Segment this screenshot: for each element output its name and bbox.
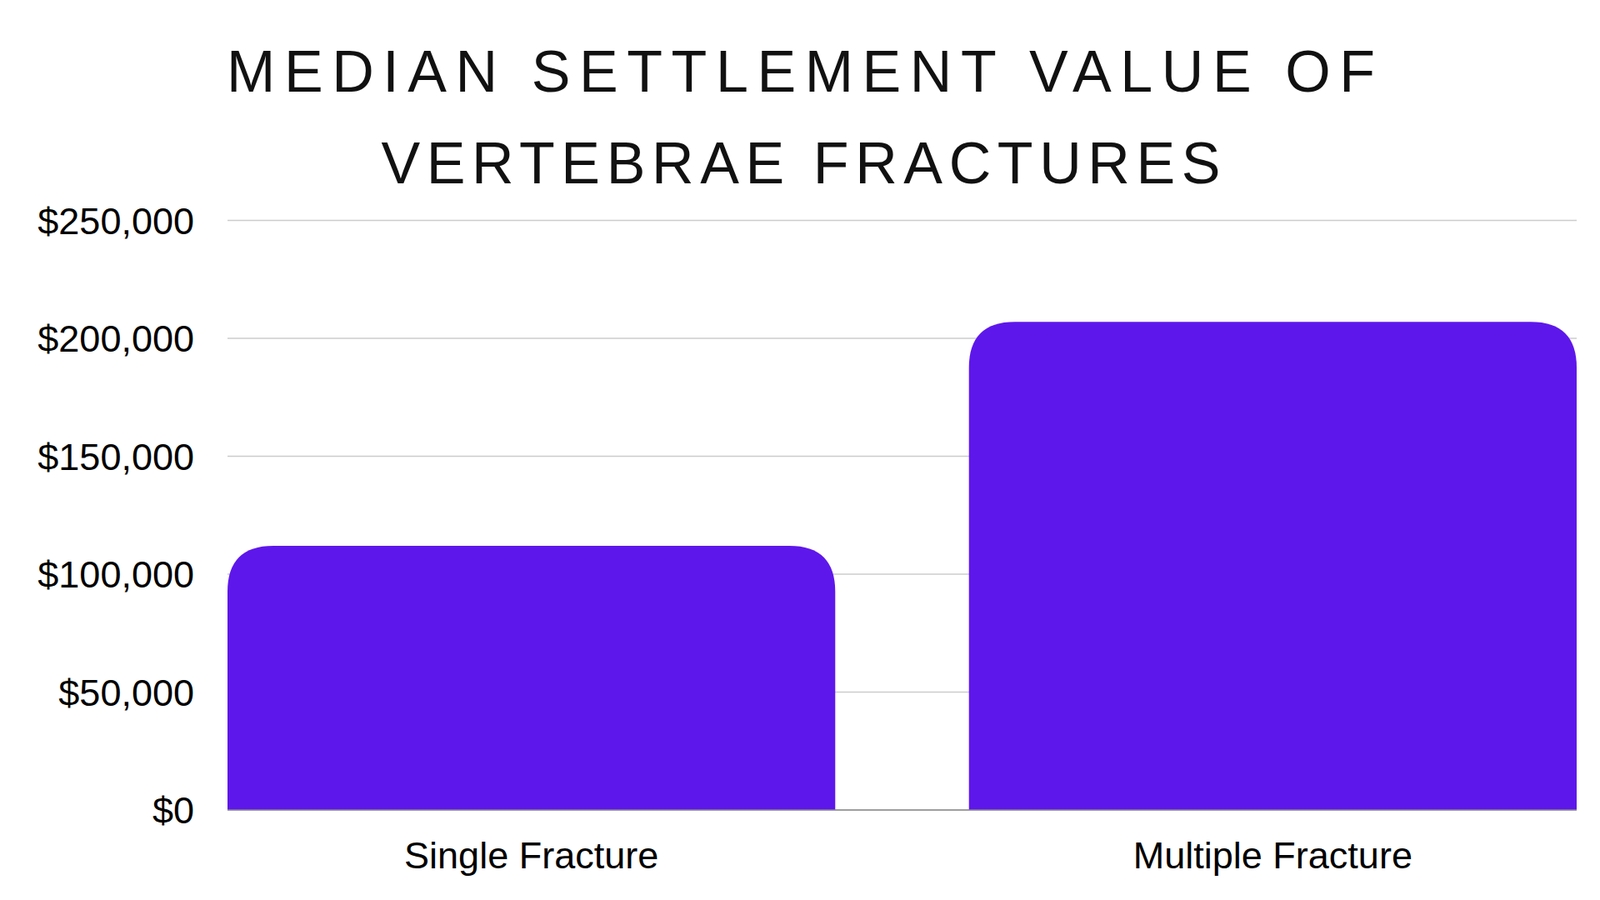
y-tick-label: $50,000 bbox=[58, 671, 195, 715]
title-line: MEDIAN SETTLEMENT VALUE OF bbox=[226, 39, 1375, 105]
bar bbox=[227, 545, 835, 810]
y-tick-label: $0 bbox=[152, 789, 195, 832]
y-tick-label: $100,000 bbox=[37, 553, 195, 596]
title: MEDIAN SETTLEMENT VALUE OF VERTEBRAE FRAC… bbox=[226, 39, 1375, 196]
x-tick-label: Single Fracture bbox=[404, 834, 659, 877]
grid-line bbox=[227, 220, 1577, 221]
title-line: VERTEBRAE FRACTURES bbox=[381, 130, 1221, 196]
grid-line bbox=[227, 809, 1577, 810]
y-tick-label: $250,000 bbox=[37, 200, 195, 243]
chart: MEDIAN SETTLEMENT VALUE OF VERTEBRAE FRAC… bbox=[0, 0, 1600, 900]
background bbox=[0, 0, 1600, 900]
x-tick-label: Multiple Fracture bbox=[1133, 834, 1413, 877]
y-tick-label: $150,000 bbox=[37, 435, 195, 479]
grid bbox=[227, 220, 1577, 811]
bar bbox=[969, 321, 1577, 810]
bars bbox=[227, 321, 1577, 810]
x-axis bbox=[227, 809, 1577, 811]
y-tick-label: $200,000 bbox=[37, 317, 195, 360]
